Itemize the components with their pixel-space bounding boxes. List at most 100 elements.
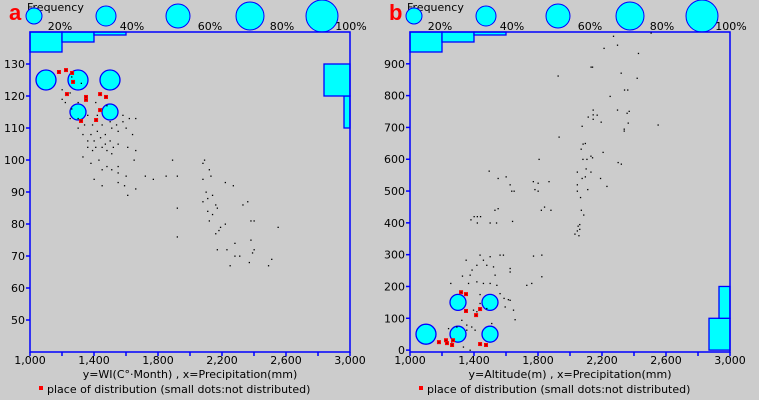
distributed-point-center [58, 71, 60, 73]
frequency-circle [69, 103, 87, 121]
not-distributed-dot [469, 349, 471, 351]
frequency-legend-label: 20% [428, 20, 452, 33]
not-distributed-dot [476, 311, 478, 313]
not-distributed-dot [90, 162, 92, 164]
y-tick-label: 80 [11, 218, 25, 231]
not-distributed-dot [467, 282, 470, 285]
x-tick-label: 2,600 [650, 354, 682, 367]
frequency-legend-circle [405, 7, 423, 25]
not-distributed-dot [579, 228, 581, 231]
not-distributed-dot [479, 254, 481, 256]
not-distributed-dot [583, 214, 585, 216]
not-distributed-dot [486, 307, 488, 310]
not-distributed-dot [135, 188, 137, 190]
not-distributed-dot [482, 259, 485, 261]
not-distributed-dot [526, 284, 528, 287]
not-distributed-dot [586, 158, 588, 161]
not-distributed-dot [135, 117, 137, 120]
y-tick-label: 700 [384, 121, 405, 134]
not-distributed-dot [144, 175, 146, 177]
not-distributed-dot [482, 282, 485, 285]
y-tick-label: 60 [11, 282, 25, 295]
legend-marker [419, 386, 423, 390]
not-distributed-dot [628, 110, 630, 113]
frequency-legend-circle [165, 3, 191, 29]
not-distributed-dot [106, 149, 108, 152]
distributed-point-center [71, 72, 73, 74]
not-distributed-dot [133, 159, 135, 161]
not-distributed-dot [541, 254, 543, 256]
not-distributed-dot [489, 256, 491, 258]
not-distributed-dot [207, 197, 209, 200]
not-distributed-dot [606, 185, 608, 188]
x-tick-label: 1,400 [458, 354, 490, 367]
not-distributed-dot [612, 35, 615, 37]
not-distributed-dot [101, 185, 103, 187]
not-distributed-dot [507, 299, 510, 301]
not-distributed-dot [98, 159, 100, 161]
not-distributed-dot [657, 124, 659, 126]
not-distributed-dot [474, 329, 476, 331]
y-tick-label: 110 [4, 122, 25, 135]
not-distributed-dot [479, 215, 482, 218]
distributed-point-center [451, 344, 453, 346]
not-distributed-dot [470, 219, 472, 221]
not-distributed-dot [109, 121, 111, 123]
not-distributed-dot [466, 324, 468, 326]
not-distributed-dot [122, 114, 124, 116]
not-distributed-dot [82, 156, 84, 158]
frequency-legend-circle [545, 3, 571, 29]
top-histogram-bar [409, 31, 443, 53]
legend-marker [39, 386, 43, 390]
not-distributed-dot [229, 265, 231, 267]
y-tick-label: 200 [384, 280, 405, 293]
not-distributed-dot [496, 284, 498, 287]
not-distributed-dot [471, 269, 473, 271]
not-distributed-dot [106, 165, 108, 168]
frequency-legend-label: 80% [270, 20, 294, 33]
y-tick-label: 130 [4, 58, 25, 71]
not-distributed-dot [450, 282, 452, 285]
distributed-point-center [438, 341, 440, 343]
y-tick-label: 50 [11, 314, 25, 327]
not-distributed-dot [176, 207, 178, 209]
y-tick-label: 70 [11, 250, 25, 263]
not-distributed-dot [247, 201, 249, 203]
not-distributed-dot [599, 177, 602, 180]
top-histogram-bar [61, 31, 95, 43]
x-tick-label: 2,200 [206, 354, 238, 367]
not-distributed-dot [590, 66, 592, 68]
not-distributed-dot [250, 220, 252, 222]
not-distributed-dot [211, 213, 214, 216]
not-distributed-dot [580, 209, 582, 211]
not-distributed-dot [99, 137, 102, 139]
not-distributed-dot [205, 191, 207, 193]
x-tick-label: 2,600 [270, 354, 302, 367]
not-distributed-dot [509, 299, 511, 301]
not-distributed-dot [489, 222, 491, 224]
not-distributed-dot [104, 143, 106, 145]
not-distributed-dot [476, 281, 478, 283]
not-distributed-dot [512, 309, 515, 311]
not-distributed-dot [600, 121, 602, 123]
not-distributed-dot [587, 188, 589, 191]
not-distributed-dot [538, 158, 540, 161]
legend-text: place of distribution (small dots:not di… [427, 383, 690, 396]
not-distributed-dot [465, 259, 467, 261]
distributed-point-center [475, 314, 477, 316]
not-distributed-dot [531, 282, 533, 285]
not-distributed-dot [202, 201, 204, 203]
not-distributed-dot [581, 177, 583, 180]
not-distributed-dot [637, 52, 640, 55]
frequency-legend-label: 100% [715, 20, 746, 33]
not-distributed-dot [532, 255, 535, 257]
not-distributed-dot [127, 146, 129, 148]
not-distributed-dot [472, 309, 475, 311]
not-distributed-dot [623, 128, 625, 130]
not-distributed-dot [576, 190, 578, 192]
not-distributed-dot [584, 176, 586, 178]
frequency-legend-label: 60% [578, 20, 602, 33]
y-tick-label: 800 [384, 90, 405, 103]
not-distributed-dot [585, 168, 587, 170]
frequency-circle [99, 69, 121, 91]
